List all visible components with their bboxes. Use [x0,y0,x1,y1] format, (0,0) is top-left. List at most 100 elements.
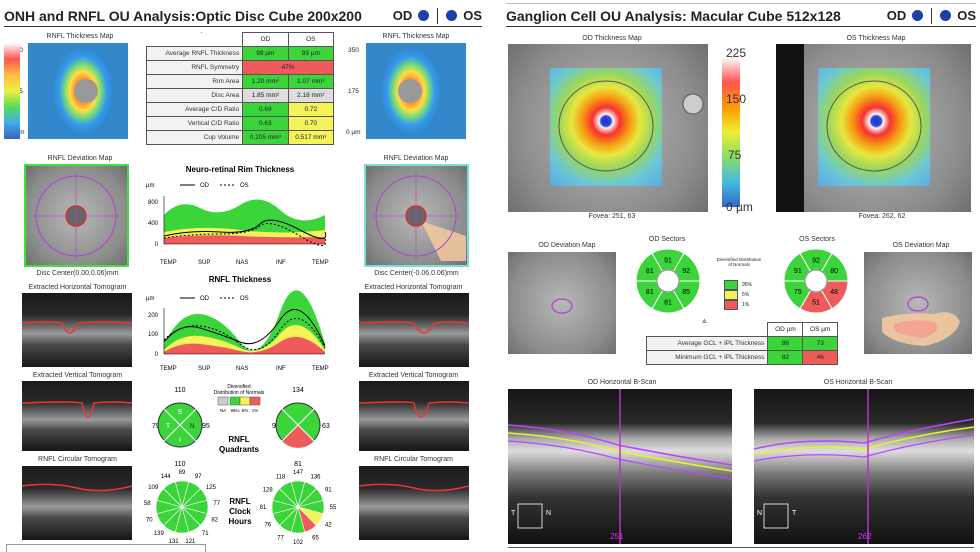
clock-hour-value: 136 [310,475,321,481]
onh-row-label: Cup Volume [145,130,244,145]
rim-legend-od: OD [200,183,210,189]
panel-gap [486,0,502,552]
gcl-sector-value: 51 [812,300,820,307]
gcl-title: Ganglion Cell OU Analysis: Macular Cube … [506,7,841,24]
onh-row-value: 0.205 mm³ [242,130,289,145]
os-label: OS [957,8,976,23]
rim-xtick: TEMP [312,260,329,266]
svg-text:TEMP: TEMP [312,366,329,372]
rim-thickness-chart: Neuro-retinal Rim Thickness µm OD OS 800… [146,165,329,266]
footer-box [6,544,206,552]
os-macular-thickness-map [776,44,971,212]
gcl-min-os: 46 [802,350,838,365]
os-bscan-pos: 262 [858,532,872,541]
os-scale-max: 350 [348,47,359,54]
svg-text:0: 0 [155,352,159,358]
eye-selector: OD OS [393,7,482,24]
legend-red [724,300,738,310]
clock-hour-value: 77 [213,501,220,507]
legend-1: 1% [742,302,750,308]
clock-sector [279,481,299,509]
os-fovea: Fovea: 262, 62 [858,213,906,220]
gcl-sector-value: 81 [664,300,672,307]
svg-text:200: 200 [148,313,159,319]
onh-table-row: RNFL Symmetry 47% [145,60,334,75]
svg-text:1%: 1% [252,408,259,413]
od-fovea: Fovea: 251, 63 [588,213,636,220]
clock-hour-value: 102 [293,540,304,546]
svg-text:SUP: SUP [198,366,210,372]
os-bscan-label: OS Horizontal B-Scan [823,379,893,386]
od-orient-n: N [546,510,552,517]
gcl-row-label: Minimum GCL + IPL Thickness [645,350,769,365]
os-scale-min: 0 µm [346,129,361,136]
od-vert-tomo-label: Extracted Vertical Tomogram [32,372,123,379]
svg-text:I: I [179,437,181,444]
rim-unit: µm [146,183,154,189]
onh-row-value: 93 µm [287,46,335,61]
onh-rnfl-panel: ONH and RNFL OU Analysis:Optic Disc Cube… [0,0,486,552]
onh-table-head: OD [242,32,289,47]
os-orient-t: T [792,510,797,517]
gcl-sector-value: 80 [830,268,838,275]
clock-hour-value: 97 [195,474,202,480]
gcl-avg-od: 86 [767,336,804,351]
os-thickness-map-label: OS Thickness Map [846,35,906,42]
rim-od-line [163,219,327,239]
top-cutoff [506,0,976,4]
od-quad-s-value: 110 [174,387,185,394]
rim-ytick: 400 [148,221,159,227]
rim-chart-title: Neuro-retinal Rim Thickness [186,165,295,174]
onh-header: ONH and RNFL OU Analysis:Optic Disc Cube… [4,5,482,27]
clock-hour-value: 71 [202,531,209,537]
svg-text:100: 100 [148,332,159,338]
onh-row-value: 0.69 [242,102,289,117]
onh-row-label: Rim Area [145,74,244,89]
svg-text:N: N [189,423,194,430]
os-sectors-label: OS Sectors [799,236,835,243]
os-dot-icon [446,10,458,21]
od-horizontal-tomogram [22,293,132,367]
od-sectors-label: OD Sectors [648,236,686,243]
onh-row-label: Vertical C/D Ratio [145,116,244,131]
onh-row-label: RNFL Symmetry [145,60,244,75]
rim-xtick: NAS [236,260,248,266]
od-vertical-tomogram [22,381,132,451]
gcl-distribution-legend-title: Diversified Distribution of Normals [716,257,762,267]
gcl-scale-75: 75 [728,148,742,162]
clock-hour-value: 70 [146,517,153,523]
rim-legend-os: OS [240,183,249,189]
gcl-sector-value: 81 [646,268,654,275]
gcl-head-od: OD µm [767,322,804,337]
od-circ-tomo-label: RNFL Circular Tomogram [38,456,117,463]
od-rnfl-thickness-map-label: RNFL Thickness Map [46,33,114,40]
clock-hour-value: 55 [330,505,337,511]
od-deviation-overlay [31,171,121,261]
gcl-sector-value: 92 [812,258,820,265]
gcl-color-scale [722,57,740,207]
os-horizontal-tomogram [359,293,469,367]
od-optic-disc [74,79,98,103]
svg-text:Diversified: Diversified [227,384,251,390]
rim-xtick: INF [276,260,286,266]
od-gcl-deviation-map [508,252,616,354]
onh-table-row: Disc Area 1.85 mm² 2.18 mm² [145,88,335,103]
gcl-avg-os: 73 [802,336,838,351]
onh-row-value: 1.20 mm² [242,74,289,89]
gcl-sector-value: 48 [830,289,838,296]
os-horiz-tomo-label: Extracted Horizontal Tomogram [364,284,463,291]
os-horizontal-bscan: N T 262 [754,389,974,544]
os-deviation-map-label: OS Deviation Map [892,242,950,249]
gcl-header: Ganglion Cell OU Analysis: Macular Cube … [506,5,976,27]
clock-hour-value: 125 [206,485,217,491]
rim-normal-red [164,235,325,244]
gcl-scale-0: 0 µm [726,200,753,214]
os-orient-n: N [757,510,763,517]
rim-xtick: TEMP [160,260,177,266]
svg-text:S: S [178,409,183,416]
rnfl-thickness-chart: RNFL Thickness µm OD OS 200 100 0 TEMP S… [146,275,329,372]
clock-hour-value: 131 [169,539,180,545]
od-disc-center: Disc Center(0.00,0.06)mm [36,270,119,277]
svg-text:NAS: NAS [236,366,248,372]
